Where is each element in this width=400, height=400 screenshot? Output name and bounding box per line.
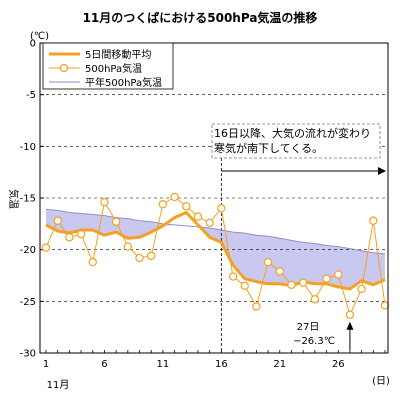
- series-daily-point: [123, 242, 133, 251]
- normal-anomaly-band: [46, 209, 385, 289]
- note-line-1: 16日以降、大気の流れが変わり: [214, 126, 371, 140]
- x-tick-label: 1: [43, 359, 49, 370]
- series-normal-line: [45, 208, 386, 255]
- y-unit-label: (℃): [30, 31, 49, 42]
- x-tick-label: 11: [157, 359, 170, 370]
- min-arrow-head: [346, 321, 354, 330]
- series-daily-point: [275, 267, 284, 276]
- legend-label-daily: 500hPa気温: [85, 62, 142, 75]
- chart-title: 11月のつくばにおける500hPa気温の推移: [83, 10, 318, 25]
- series-daily-point: [205, 218, 214, 227]
- y-axis-label: 気温: [7, 189, 20, 209]
- x-unit-label: (日): [372, 376, 390, 387]
- series-daily-point: [170, 192, 179, 202]
- min-day-label: 27日: [297, 322, 320, 333]
- series-daily-point: [41, 243, 51, 252]
- series-daily-point: [322, 274, 331, 283]
- series-moving-average-line: [45, 210, 386, 291]
- legend-swatch-daily-marker: [59, 63, 69, 73]
- legend-label-ma: 5日間移動平均: [85, 48, 151, 61]
- series-daily-point: [158, 199, 168, 209]
- legend-label-normal: 平年500hPa気温: [85, 76, 162, 89]
- note-line-2: 寒気が南下してくる。: [214, 141, 323, 155]
- series-daily-point: [193, 212, 203, 221]
- note-box: 16日以降、大気の流れが変わり 寒気が南下してくる。: [211, 123, 381, 159]
- note-frame: [211, 123, 381, 159]
- plot-frame: [39, 42, 389, 354]
- series-daily-point: [345, 310, 355, 319]
- series-daily-point: [357, 284, 366, 294]
- series-daily-point: [252, 302, 261, 311]
- y-tick-label: -20: [20, 245, 36, 256]
- y-tick-label: -30: [20, 349, 36, 360]
- series-daily-point: [182, 202, 191, 211]
- series-daily-point: [263, 257, 273, 267]
- series-layer: [41, 192, 390, 319]
- series-daily-point: [287, 280, 296, 289]
- x-tick-label: 26: [332, 359, 345, 370]
- series-daily-point: [111, 217, 121, 226]
- x-month-label: 11月: [47, 379, 70, 391]
- x-tick-label: 21: [273, 359, 286, 370]
- series-daily-point: [53, 216, 62, 225]
- series-daily-point: [76, 229, 86, 239]
- min-value-label: −26.3℃: [293, 336, 335, 347]
- series-daily-point: [147, 251, 156, 261]
- series-daily-point: [65, 233, 74, 242]
- series-daily-point: [240, 281, 249, 291]
- x-tick-label: 16: [215, 359, 228, 370]
- series-daily-point: [369, 216, 378, 225]
- y-tick-label: -15: [20, 194, 36, 205]
- y-tick-label: -10: [20, 142, 36, 153]
- series-daily-point: [310, 295, 320, 304]
- series-daily-point: [135, 253, 144, 263]
- series-daily-point: [88, 257, 97, 267]
- series-daily-point: [334, 270, 343, 279]
- series-daily-point: [380, 301, 390, 310]
- y-tick-label: 0: [30, 39, 36, 50]
- series-daily-point: [217, 204, 226, 213]
- y-tick-label: -25: [20, 297, 36, 308]
- legend: 5日間移動平均 500hPa気温 平年500hPa気温: [42, 42, 174, 90]
- normal-band-layer: [46, 209, 385, 289]
- shift-arrow-head: [378, 167, 386, 175]
- series-daily-point: [228, 272, 238, 281]
- annotation-layer: [220, 158, 386, 353]
- series-daily-point: [298, 278, 308, 287]
- series-daily-point: [100, 197, 109, 207]
- x-tick-label: 6: [101, 359, 107, 370]
- y-tick-label: -5: [26, 90, 36, 101]
